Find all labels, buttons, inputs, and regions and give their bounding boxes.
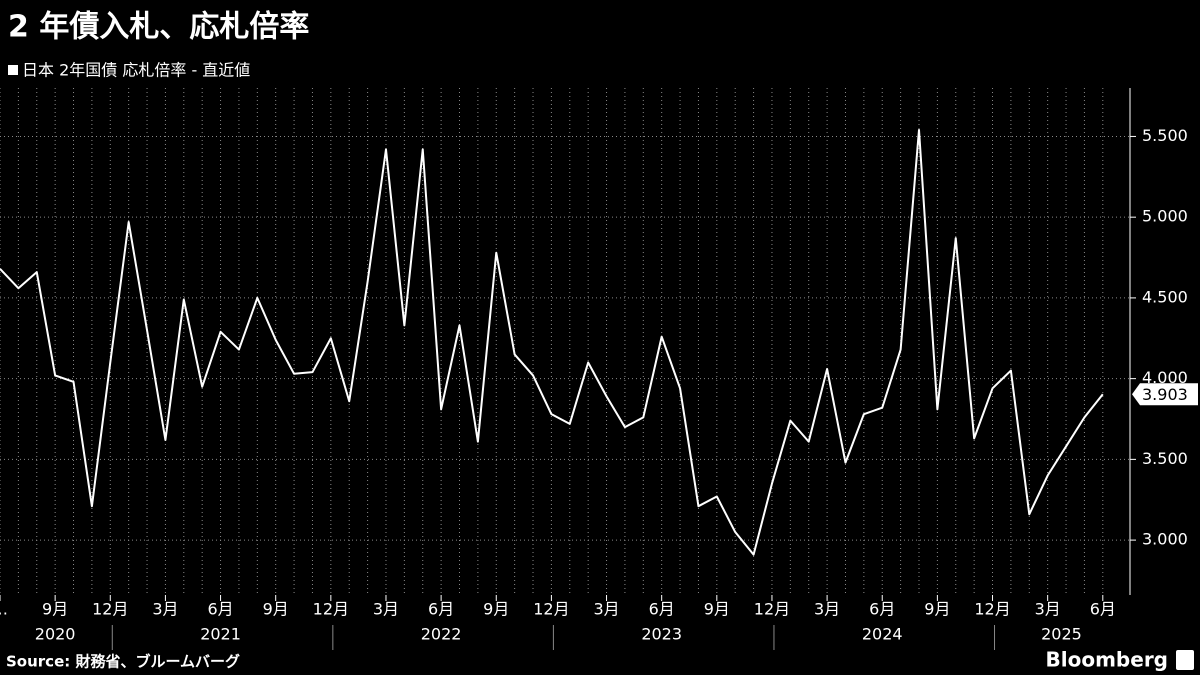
x-tick-label: 9月 <box>704 600 730 619</box>
x-tick-label: 6月 <box>428 600 454 619</box>
chart-title: 2 年債入札、応札倍率 <box>8 10 309 45</box>
y-tick-label: 3.500 <box>1142 449 1188 468</box>
x-tick-label: 9月 <box>924 600 950 619</box>
x-tick-label: 9月 <box>483 600 509 619</box>
x-tick-label: 12月 <box>754 600 790 619</box>
year-label: 2024 <box>862 625 903 644</box>
x-tick-label: 9月 <box>263 600 289 619</box>
x-tick-label: 12月 <box>313 600 349 619</box>
y-tick-label: 4.000 <box>1142 368 1188 387</box>
x-tick-label: 6月 <box>207 600 233 619</box>
x-tick-label: 12月 <box>533 600 569 619</box>
line <box>0 128 1104 556</box>
year-label: 2022 <box>421 625 462 644</box>
y-tick-label: 3.000 <box>1142 530 1188 549</box>
x-tick-label: … <box>0 600 8 619</box>
x-tick-label: 3月 <box>814 600 840 619</box>
year-label: 2025 <box>1041 625 1082 644</box>
year-label: 2020 <box>35 625 76 644</box>
source: Source: 財務省、ブルームバーグ <box>6 653 240 671</box>
value-label-box <box>1132 383 1198 406</box>
x-tick-label: 12月 <box>974 600 1010 619</box>
x-tick-label: 6月 <box>1090 600 1116 619</box>
year-label: 2021 <box>200 625 241 644</box>
brand: Bloomberg <box>1046 648 1168 672</box>
brand-icon <box>1176 650 1194 670</box>
x-tick-label: 3月 <box>152 600 178 619</box>
x-tick-label: 3月 <box>593 600 619 619</box>
x-tick-label: 6月 <box>869 600 895 619</box>
x-tick-label: 12月 <box>92 600 128 619</box>
y-tick-label: 4.500 <box>1142 287 1188 306</box>
legend-swatch <box>8 65 18 75</box>
y-tick-label: 5.500 <box>1142 126 1188 145</box>
value-label: 3.903 <box>1142 385 1188 404</box>
x-tick-label: 3月 <box>1035 600 1061 619</box>
x-tick-label: 9月 <box>42 600 68 619</box>
legend-label: 日本 2年国債 応札倍率 - 直近値 <box>22 61 250 80</box>
x-tick-label: 6月 <box>649 600 675 619</box>
x-tick-label: 3月 <box>373 600 399 619</box>
y-tick-label: 5.000 <box>1142 207 1188 226</box>
year-label: 2023 <box>641 625 682 644</box>
